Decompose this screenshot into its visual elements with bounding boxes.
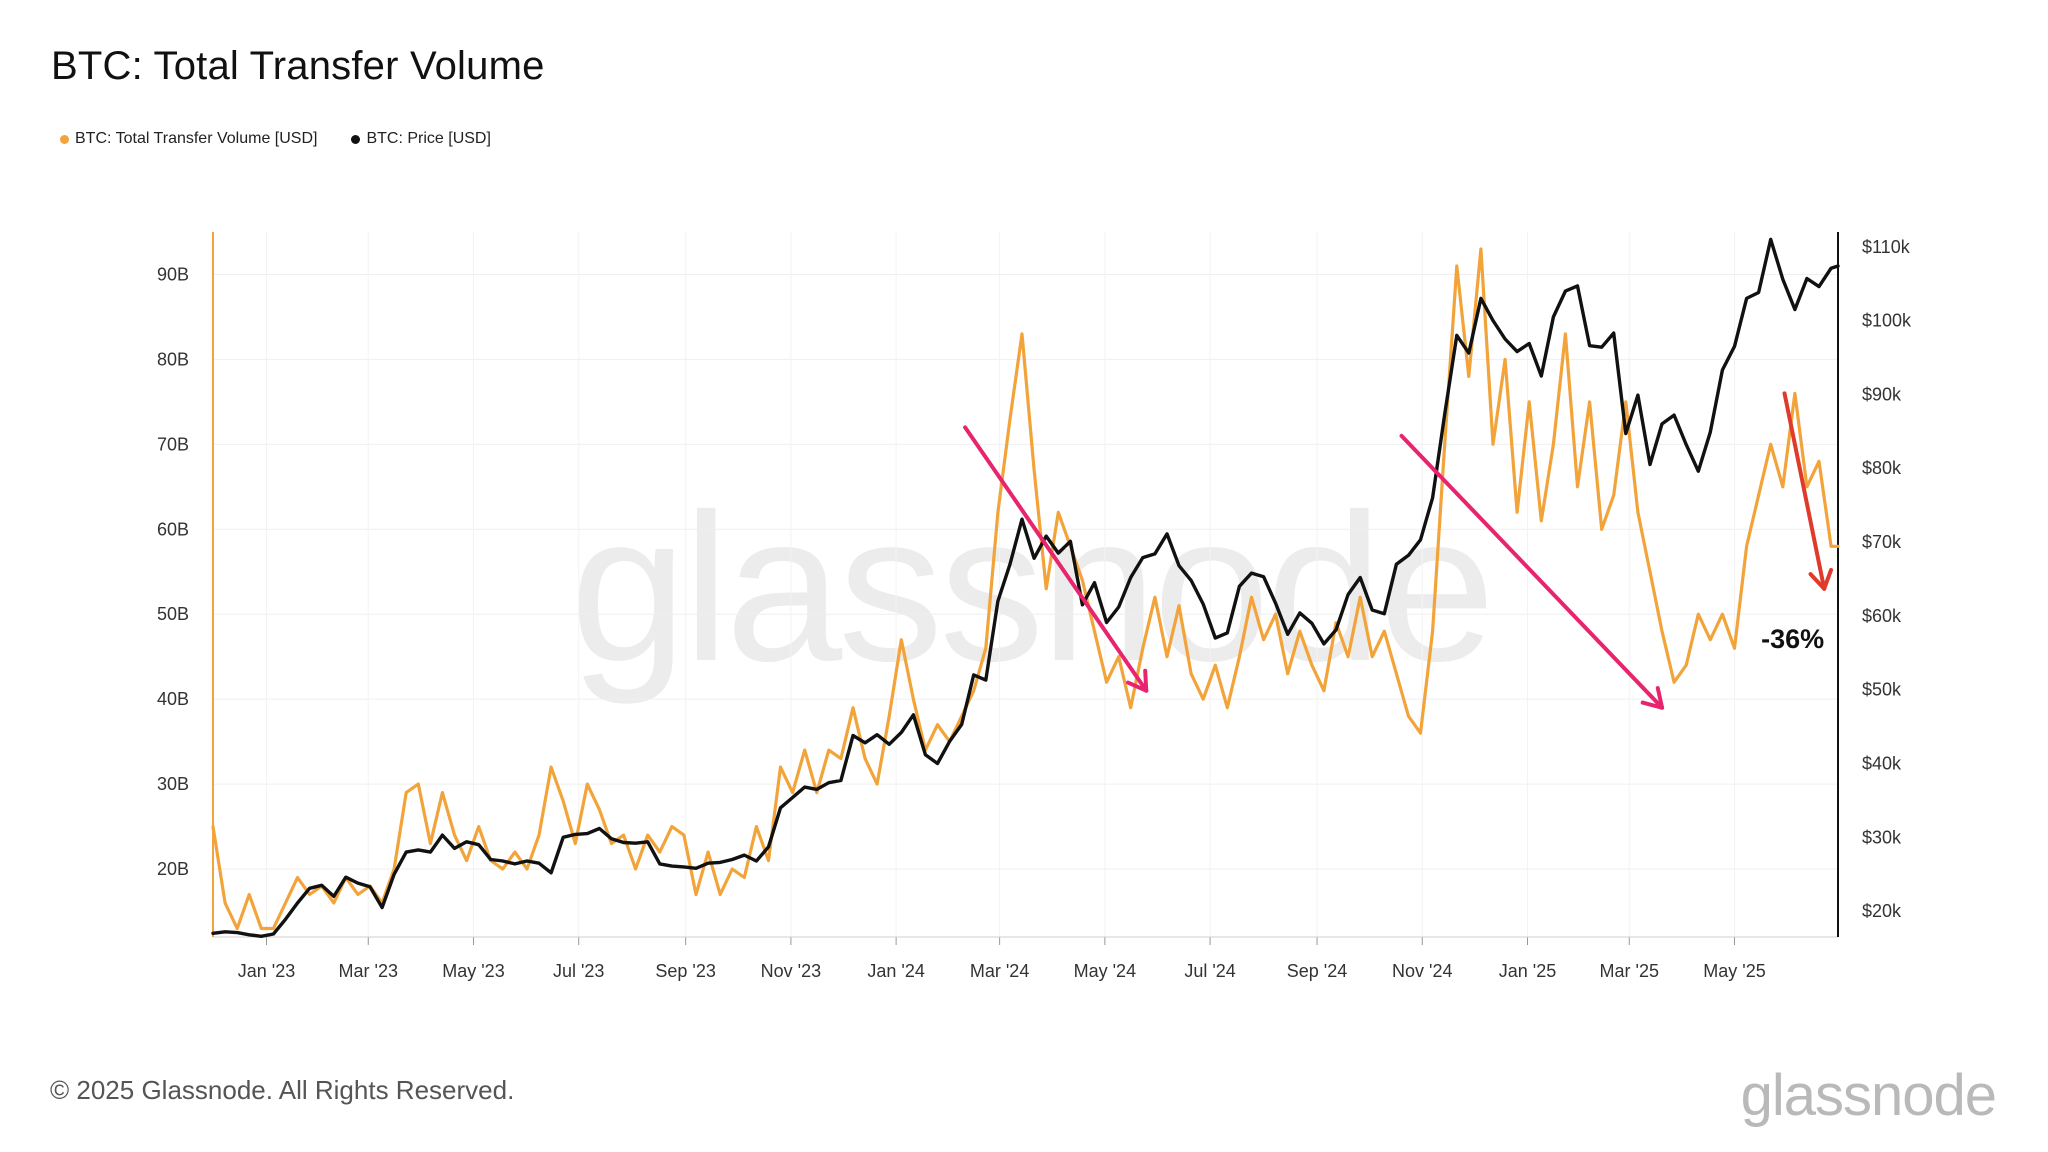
axes: 20B 30B 40B 50B 60B 70B 80B 90B $20k $30k $40k $50k…	[157, 232, 1912, 981]
arrow-head	[1640, 700, 1665, 710]
y-right-tick-label: $80k	[1862, 458, 1902, 478]
gridlines	[213, 232, 1838, 937]
x-tick-label: Mar '25	[1600, 961, 1659, 981]
y-left-tick-label: 40B	[157, 689, 189, 709]
series-line-transfer-volume	[211, 247, 1840, 931]
legend-item-transfer-volume[interactable]: BTC: Total Transfer Volume [USD]	[60, 130, 317, 148]
y-left-tick-label: 60B	[157, 519, 189, 539]
x-tick-label: Mar '23	[339, 961, 398, 981]
x-tick-label: Jan '25	[1499, 961, 1556, 981]
arrow-head	[1808, 572, 1827, 591]
x-tick-label: May '25	[1703, 961, 1765, 981]
footer-logo: glassnode	[1740, 1063, 1997, 1128]
x-tick-label: Jul '23	[553, 961, 604, 981]
annotations: -36%	[963, 391, 1834, 710]
y-right-tick-label: $110k	[1862, 237, 1911, 257]
series-line-price	[211, 237, 1840, 938]
y-left-tick-label: 70B	[157, 434, 189, 454]
y-right-tick-label: $30k	[1862, 827, 1902, 847]
arrow-shaft	[1399, 433, 1665, 710]
y-right-tick-label: $50k	[1862, 680, 1902, 700]
watermark: glassnode	[570, 470, 1491, 705]
annotation-arrow	[1399, 433, 1665, 710]
x-tick-label: Jan '23	[238, 961, 295, 981]
y-right-tick-label: $90k	[1862, 384, 1902, 404]
footer-copyright: © 2025 Glassnode. All Rights Reserved.	[50, 1075, 515, 1105]
y-left-tick-label: 90B	[157, 264, 189, 284]
arrow-head	[1143, 668, 1149, 693]
y-left-tick-label: 80B	[157, 349, 189, 369]
x-tick-label: May '24	[1074, 961, 1136, 981]
x-tick-label: Mar '24	[970, 961, 1029, 981]
legend: BTC: Total Transfer Volume [USD] BTC: Pr…	[60, 130, 491, 148]
y-right-tick-label: $100k	[1862, 311, 1912, 331]
arrow-head	[1655, 686, 1665, 710]
legend-dot-orange	[60, 134, 69, 144]
y-right-tick-label: $60k	[1862, 606, 1902, 626]
legend-dot-black	[351, 134, 361, 144]
x-tick-label: Nov '23	[761, 961, 821, 981]
y-left-tick-label: 30B	[157, 774, 189, 794]
series-layer	[211, 237, 1840, 938]
x-tick-label: Sep '24	[1287, 961, 1348, 981]
arrow-shaft	[1782, 391, 1827, 591]
arrow-shaft	[963, 425, 1149, 693]
x-tick-label: Jan '24	[867, 961, 924, 981]
y-left-tick-label: 50B	[157, 604, 189, 624]
annotation-label: -36%	[1761, 624, 1824, 654]
y-left-tick-label: 20B	[157, 859, 189, 879]
y-right-tick-label: $40k	[1862, 754, 1902, 774]
y-right-tick-label: $20k	[1862, 901, 1902, 921]
legend-item-price[interactable]: BTC: Price [USD]	[351, 130, 491, 148]
arrow-head	[1125, 680, 1149, 693]
annotation-arrow	[1782, 391, 1834, 591]
chart-title: BTC: Total Transfer Volume	[51, 44, 545, 88]
x-tick-label: Nov '24	[1392, 961, 1452, 981]
x-tick-label: Sep '23	[655, 961, 716, 981]
y-right-tick-label: $70k	[1862, 532, 1902, 552]
legend-label-transfer-volume: BTC: Total Transfer Volume [USD]	[75, 130, 318, 147]
x-tick-label: May '23	[442, 961, 504, 981]
x-tick-label: Jul '24	[1184, 961, 1235, 981]
annotation-arrow	[963, 425, 1149, 693]
legend-label-price: BTC: Price [USD]	[366, 130, 491, 147]
arrow-head	[1822, 567, 1834, 591]
